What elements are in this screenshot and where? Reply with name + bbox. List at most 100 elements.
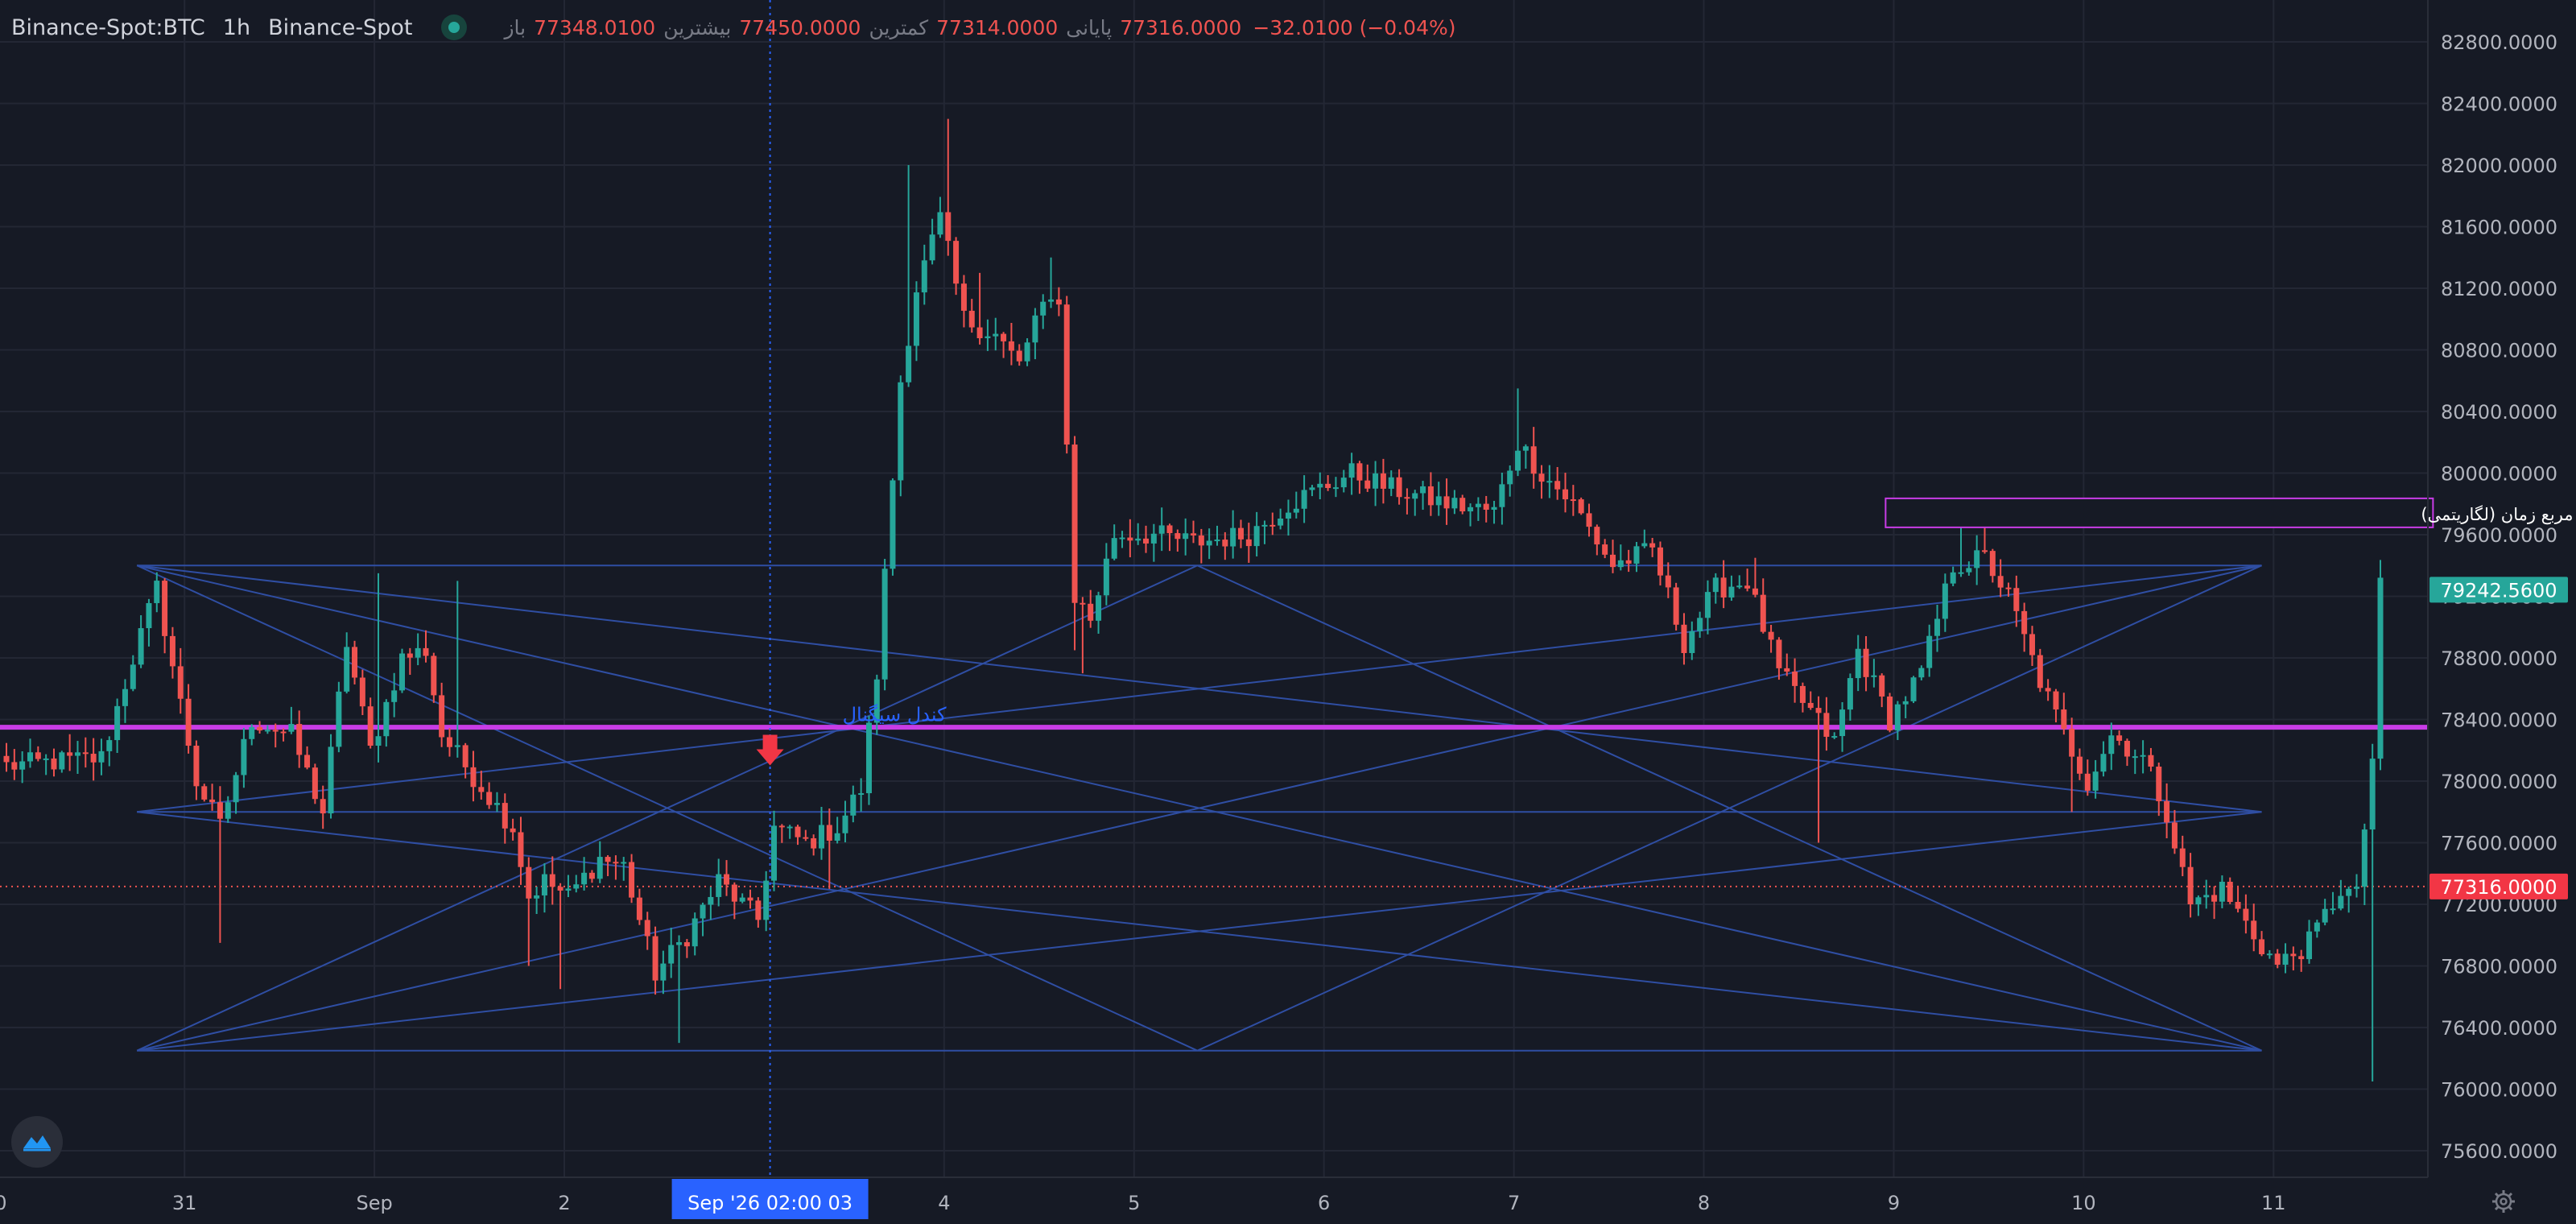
candle-body xyxy=(1119,537,1125,540)
candle-body xyxy=(2219,882,2225,902)
time-tick-label: 9 xyxy=(1888,1192,1900,1214)
candle-body xyxy=(1166,525,1173,534)
candle-body xyxy=(890,480,896,569)
time-tick-label: 2 xyxy=(558,1192,570,1214)
price-tick-label: 80000.0000 xyxy=(2441,463,2557,486)
candle-body xyxy=(1048,299,1055,302)
candle-body xyxy=(336,691,342,747)
candle-body xyxy=(613,862,619,864)
candle-body xyxy=(795,826,801,837)
symbol-title[interactable]: Binance-Spot:BTC xyxy=(11,14,205,40)
candle-body xyxy=(1958,572,1964,574)
candle-body xyxy=(304,755,311,768)
candle-body xyxy=(35,752,41,759)
price-tick-label: 78400.0000 xyxy=(2441,709,2557,732)
candle-body xyxy=(154,581,160,603)
candle-body xyxy=(233,775,239,803)
candle-body xyxy=(1522,446,1529,451)
candle-body xyxy=(2148,755,2154,767)
candle-body xyxy=(652,936,658,981)
candle-body xyxy=(1966,568,1972,573)
candle-body xyxy=(122,688,128,706)
candle-body xyxy=(1468,507,1474,512)
candle-body xyxy=(2259,939,2265,954)
change-value: −32.0100 (−0.04%) xyxy=(1253,15,1456,39)
close-label: پایانی xyxy=(1066,15,1113,39)
candle-body xyxy=(549,874,555,887)
candle-body xyxy=(1008,341,1014,351)
candle-body xyxy=(67,752,73,756)
candle-body xyxy=(1657,547,1663,576)
candle-body xyxy=(1570,499,1576,502)
candle-body xyxy=(597,857,603,879)
candle-body xyxy=(1697,618,1703,631)
candle-body xyxy=(803,837,809,839)
low-value: 77314.0000 xyxy=(936,15,1059,39)
candle-body xyxy=(2084,773,2091,791)
candle-body xyxy=(1420,486,1426,494)
candle-body xyxy=(407,653,413,658)
candle-body xyxy=(2266,953,2273,956)
candle-body xyxy=(2306,931,2313,960)
candle-body xyxy=(1309,487,1315,490)
candle-body xyxy=(383,701,390,737)
candle-body xyxy=(557,887,564,891)
candle-body xyxy=(470,767,477,788)
price-tick-label: 77600.0000 xyxy=(2441,833,2557,855)
candle-body xyxy=(691,918,698,947)
candle-body xyxy=(1222,540,1228,547)
price-tick-label: 75600.0000 xyxy=(2441,1140,2557,1163)
candle-body xyxy=(1997,576,2004,588)
candle-body xyxy=(1016,350,1022,362)
candle-body xyxy=(1894,704,1901,731)
candle-body xyxy=(1278,518,1284,526)
candle-body xyxy=(2053,691,2059,710)
candle-body xyxy=(2171,822,2178,849)
price-tick-label: 82400.0000 xyxy=(2441,93,2557,116)
candle-body xyxy=(1317,483,1323,488)
candle-body xyxy=(1055,299,1062,305)
candle-body xyxy=(771,825,778,881)
candle-body xyxy=(937,212,943,235)
candle-body xyxy=(2377,577,2384,759)
candle-body xyxy=(59,752,65,770)
price-tick-label: 81600.0000 xyxy=(2441,217,2557,239)
candle-body xyxy=(2235,902,2241,909)
candle-body xyxy=(953,241,960,284)
candle-body xyxy=(668,945,675,964)
candle-body xyxy=(1183,533,1189,540)
candle-body xyxy=(1530,446,1537,474)
candle-body xyxy=(2187,866,2194,905)
tradingview-logo-icon[interactable] xyxy=(11,1116,63,1168)
price-tick-label: 80400.0000 xyxy=(2441,401,2557,424)
time-tick-label: 8 xyxy=(1698,1192,1710,1214)
candle-body xyxy=(1507,470,1513,485)
candle-body xyxy=(1768,631,1774,640)
candle-body xyxy=(1063,304,1070,445)
candle-body xyxy=(1269,524,1276,527)
candle-body xyxy=(731,884,737,902)
candle-body xyxy=(1040,301,1046,316)
candle-body xyxy=(2076,756,2083,774)
candle-body xyxy=(1744,585,1751,589)
candle-body xyxy=(873,679,880,723)
timeframe-label[interactable]: 1h xyxy=(222,14,251,40)
annotation-box xyxy=(1885,497,2434,528)
candle-body xyxy=(27,752,33,762)
candle-body xyxy=(1689,631,1695,653)
candle-body xyxy=(1902,701,1909,705)
candle-body xyxy=(993,333,999,337)
candle-body xyxy=(1404,497,1410,499)
candle-body xyxy=(1602,544,1608,555)
market-status-icon[interactable] xyxy=(441,14,468,40)
candle-body xyxy=(2330,908,2336,911)
price-tick-label: 76000.0000 xyxy=(2441,1079,2557,1102)
candle-body xyxy=(605,857,611,862)
candle-body xyxy=(1001,333,1007,341)
candle-body xyxy=(415,647,421,658)
chart-settings-gear-icon[interactable] xyxy=(2487,1185,2520,1218)
candle-body xyxy=(1096,595,1102,621)
candle-body xyxy=(2029,634,2035,655)
